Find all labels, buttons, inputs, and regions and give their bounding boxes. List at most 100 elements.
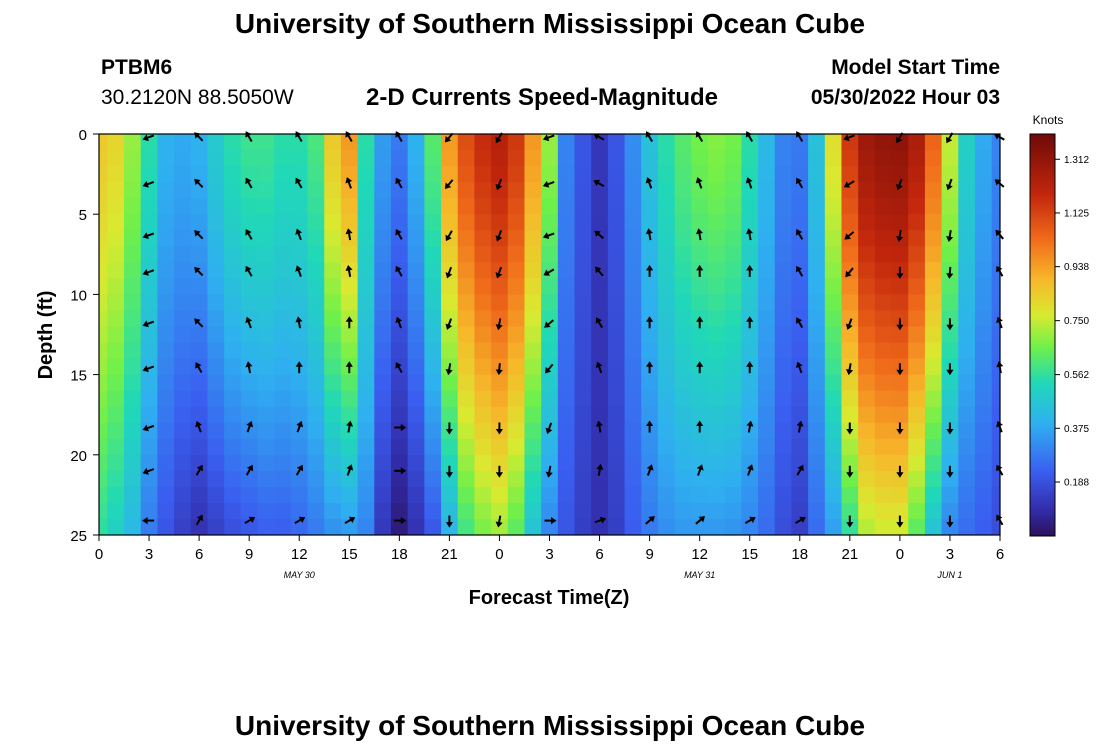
heatmap-cell [674,182,692,199]
heatmap-cell [240,438,259,456]
heatmap-cell [541,454,559,472]
heatmap-cell [257,358,275,376]
current-arrow [142,269,155,276]
heatmap-cell [357,470,375,488]
heatmap-cell [240,278,259,295]
arrow-head [599,516,607,524]
heatmap-cell [507,486,526,504]
heatmap-cell [641,278,659,295]
heatmap-cell [474,278,492,295]
heatmap-cell [674,342,692,360]
current-arrow [595,361,603,374]
arrow-head [495,369,503,376]
heatmap-cell [741,278,759,295]
heatmap-cell [591,278,609,295]
heatmap-cell [441,374,459,392]
heatmap-cell [674,246,692,263]
heatmap-cell [457,182,476,199]
heatmap-cell [908,518,926,535]
heatmap-cell [124,470,142,488]
heatmap-cell [324,134,342,151]
heatmap-cell [357,294,375,312]
arrow-head [645,228,653,235]
heatmap-cell [574,486,592,504]
colorbar-tick-label: 0.188 [1064,478,1089,489]
heatmap-cell [541,502,559,520]
heatmap-cell [607,518,626,535]
heatmap-cell [474,150,492,167]
heatmap-cell [624,278,642,295]
x-tick-label: 9 [645,546,653,563]
heatmap-cell [758,374,776,392]
heatmap-cell [841,374,859,392]
heatmap-cell [224,214,242,231]
heatmap-cell [474,262,492,279]
heatmap-cell [524,182,542,199]
heatmap-cell [958,470,976,488]
heatmap-cell [257,486,275,504]
heatmap-cell [674,310,692,328]
heatmap-cell [307,294,325,312]
heatmap-cell [174,246,192,263]
heatmap-cell [324,502,342,520]
heatmap-cell [240,134,259,151]
x-day-label: JUN 1 [936,570,962,580]
heatmap-cell [724,406,742,424]
heatmap-cell [424,246,442,263]
heatmap-cell [307,166,325,183]
heatmap-cell [491,198,509,215]
heatmap-cell [891,278,909,295]
heatmap-cell [357,230,375,247]
heatmap-cell [174,422,192,440]
heatmap-cell [407,390,425,408]
heatmap-cell [657,502,676,520]
arrow-head [400,516,407,525]
heatmap-cell [808,486,826,504]
heatmap-cell [674,278,692,295]
current-arrow [795,229,804,240]
current-arrow [845,363,854,376]
heatmap-cell [257,390,275,408]
heatmap-cell [474,502,492,520]
heatmap-cell [924,326,943,344]
arrow-head [495,429,503,435]
heatmap-cell [657,438,676,456]
heatmap-cell [257,374,275,392]
heatmap-cell [891,502,909,520]
heatmap-cell [157,134,175,151]
heatmap-cell [157,182,175,199]
heatmap-cell [791,502,809,520]
heatmap-cell [407,134,425,151]
heatmap-cell [240,230,259,247]
current-arrow [295,265,303,277]
heatmap-cell [224,422,242,440]
heatmap-cell [691,502,709,520]
heatmap-cell [240,374,259,392]
heatmap-cell [891,134,909,151]
heatmap-cell [290,198,309,215]
heatmap-cell [407,310,425,328]
heatmap-cell [758,310,776,328]
heatmap-cell [591,214,609,231]
heatmap-cell [941,438,959,456]
heatmap-cell [524,470,542,488]
heatmap-cell [858,230,876,247]
heatmap-cell [557,150,576,167]
heatmap-cell [357,342,375,360]
heatmap-cell [708,326,726,344]
heatmap-cell [107,262,125,279]
heatmap-cell [541,518,559,535]
heatmap-cell [574,406,592,424]
heatmap-cell [657,454,676,472]
arrow-head [196,464,203,472]
arrow-head [795,361,803,369]
heatmap-cell [107,230,125,247]
current-arrow [245,177,253,189]
heatmap-cell [791,406,809,424]
heatmap-cell [224,246,242,263]
heatmap-cell [190,166,209,183]
heatmap-cell [174,470,192,488]
arrow-head [846,472,854,478]
heatmap-cell [791,390,809,408]
heatmap-cell [891,214,909,231]
